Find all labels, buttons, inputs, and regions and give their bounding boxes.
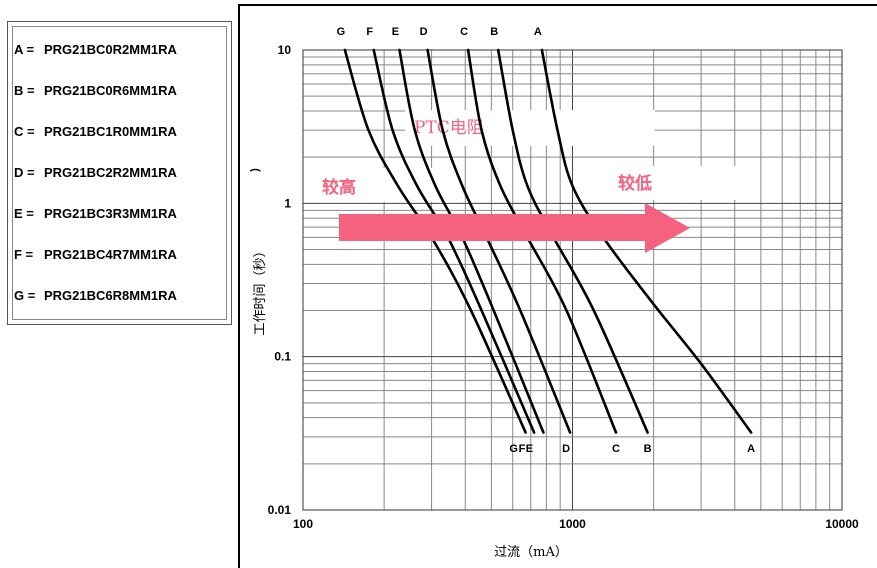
legend-item-b: B = PRG21BC0R6MM1RA (14, 83, 177, 98)
curve-bottom-label-d: D (562, 443, 570, 455)
curve-bottom-label-c: C (612, 443, 620, 455)
legend-part: PRG21BC4R7MM1RA (44, 247, 177, 262)
y-tick-label: 10 (278, 43, 292, 57)
legend-item-c: C = PRG21BC1R0MM1RA (14, 124, 177, 139)
plot-area-border (302, 49, 843, 511)
curve-bottom-label-g: G (509, 443, 518, 455)
legend-item-e: E = PRG21BC3R3MM1RA (14, 206, 177, 221)
curve-bottom-label-f: F (519, 443, 526, 455)
curve-bottom-label-b: B (644, 443, 652, 455)
legend-part: PRG21BC2R2MM1RA (44, 165, 177, 180)
x-tick-label: 100 (293, 517, 313, 531)
legend-key: G = (14, 288, 36, 303)
x-axis-title: 过流（mA） (494, 545, 568, 560)
ptc-label: PTC电阻 (414, 118, 484, 138)
y-axis-paren: ) (249, 168, 261, 172)
annotations: PTC电阻 较高 较低 (315, 110, 758, 202)
curve-bottom-label-a: A (747, 443, 755, 455)
legend-key: F = (14, 247, 34, 262)
legend-item-a: A = PRG21BC0R2MM1RA (14, 42, 177, 57)
curve-g (343, 48, 527, 434)
lower-label-backdrop (612, 166, 758, 200)
legend-box: A = PRG21BC0R2MM1RA B = PRG21BC0R6MM1RA C … (7, 21, 232, 325)
legend-key: C = (14, 124, 35, 139)
y-tick-label: 0.1 (274, 350, 291, 364)
legend-key: D = (14, 165, 35, 180)
y-tick-label: 0.01 (268, 503, 292, 517)
chart-frame (238, 4, 877, 568)
curve-top-label-f: F (366, 26, 373, 38)
lower-label: 较低 (618, 173, 652, 194)
curve-top-label-d: D (420, 26, 428, 38)
x-tick-label: 1000 (559, 517, 586, 531)
y-axis-title: 工作时间（秒） (253, 244, 268, 335)
x-tick-label: 10000 (825, 517, 859, 531)
curve-f (372, 48, 536, 434)
curve-top-label-g: G (337, 26, 346, 38)
legend-part: PRG21BC0R2MM1RA (44, 42, 177, 57)
y-tick-label: 1 (284, 196, 291, 210)
higher-label: 较高 (322, 177, 356, 198)
curve-bottom-label-e: E (526, 443, 533, 455)
legend-item-g: G = PRG21BC6R8MM1RA (14, 288, 177, 303)
legend-item-f: F = PRG21BC4R7MM1RA (14, 247, 177, 262)
legend-part: PRG21BC0R6MM1RA (44, 83, 177, 98)
direction-arrow (339, 203, 690, 253)
curve-top-label-b: B (490, 26, 498, 38)
curve-c (466, 48, 618, 434)
series-curves (343, 48, 753, 434)
curve-top-label-e: E (392, 26, 399, 38)
legend-part: PRG21BC1R0MM1RA (44, 124, 177, 139)
legend-item-d: D = PRG21BC2R2MM1RA (14, 165, 177, 180)
arrow-shaft (339, 214, 647, 241)
tick-labels: 100 1000 10000 10 1 0.1 0.01 (268, 43, 859, 531)
curve-e (398, 48, 545, 434)
curve-top-label-c: C (460, 26, 468, 38)
legend-key: B = (14, 83, 35, 98)
arrow-head (645, 203, 690, 253)
legend-key: A = (14, 42, 35, 57)
legend-inner-border (12, 26, 227, 320)
curve-top-label-a: A (534, 26, 542, 38)
legend-part: PRG21BC3R3MM1RA (44, 206, 177, 221)
legend-part: PRG21BC6R8MM1RA (44, 288, 177, 303)
legend-key: E = (14, 206, 34, 221)
